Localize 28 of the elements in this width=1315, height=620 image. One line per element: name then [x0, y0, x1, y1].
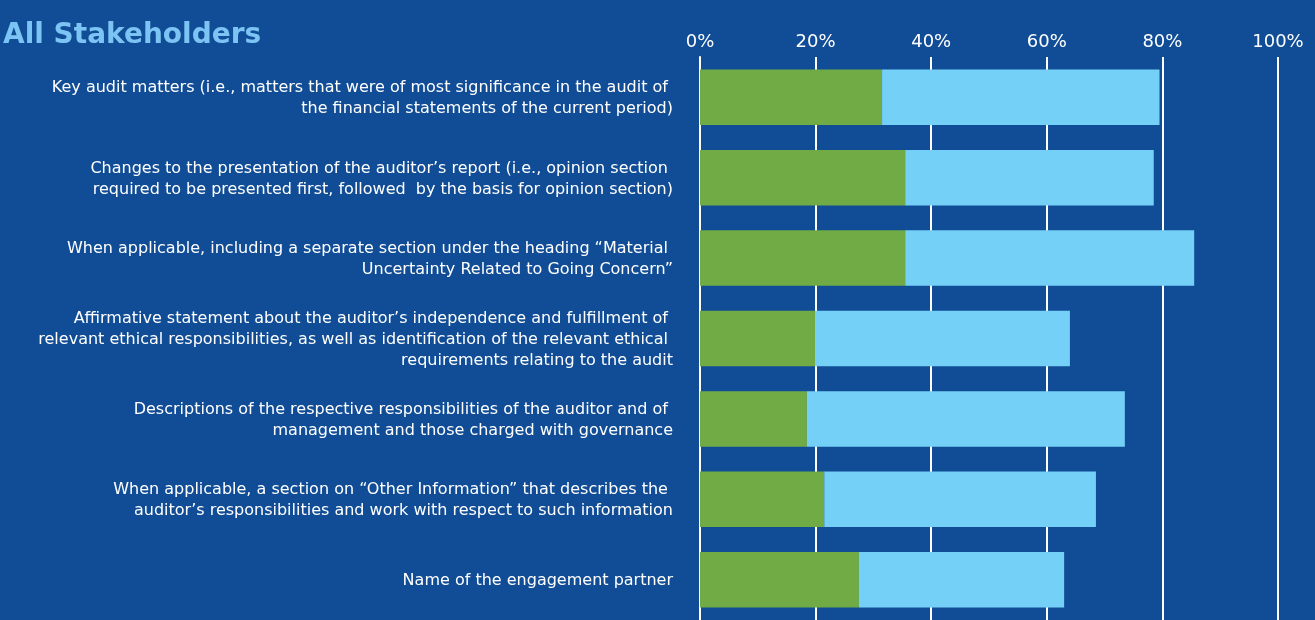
bar	[858, 552, 1065, 608]
x-tick-label: 0%	[685, 29, 715, 51]
x-tick-label: 20%	[795, 29, 836, 51]
bar	[905, 230, 1195, 286]
y-tick-label: Descriptions of the respective responsibilities of the auditor and of management and those charged with governance	[133, 398, 673, 439]
x-tick-label: 100%	[1252, 29, 1304, 51]
x-tick-label: 40%	[911, 29, 952, 51]
y-tick-label: Name of the engagement partner	[402, 570, 674, 590]
bar	[700, 391, 807, 447]
bar	[700, 471, 825, 528]
bar	[824, 471, 1096, 528]
bar	[700, 230, 906, 286]
bar	[700, 552, 859, 608]
x-tick-label: 80%	[1142, 29, 1183, 51]
bar	[700, 310, 816, 367]
text: All Stakeholders	[3, 16, 262, 50]
y-tick-label: When applicable, a section on “Other Information” that describes the auditor’s responsibilities and work with respect to such information	[113, 479, 673, 520]
bar	[905, 149, 1154, 206]
bar	[815, 310, 1070, 367]
y-tick-label: Changes to the presentation of the auditor’s report (i.e., opinion section required to be presented first, followed by the basis for opinion section)	[90, 157, 673, 198]
bar	[806, 391, 1125, 447]
bar	[700, 149, 906, 206]
y-tick-label: Affirmative statement about the auditor’s independence and fulfillment of relevant ethical responsibilities, as well as identification of the relevant ethical requirements relating to the audit	[38, 308, 673, 369]
x-tick-label: 60%	[1026, 29, 1067, 51]
bar	[700, 69, 883, 125]
y-tick-label: When applicable, including a separate section under the heading “Material Uncertainty Related to Going Concern”	[67, 238, 673, 279]
bar	[882, 69, 1160, 125]
y-tick-label: Key audit matters (i.e., matters that were of most significance in the audit of the financial statements of the current period)	[51, 77, 673, 118]
